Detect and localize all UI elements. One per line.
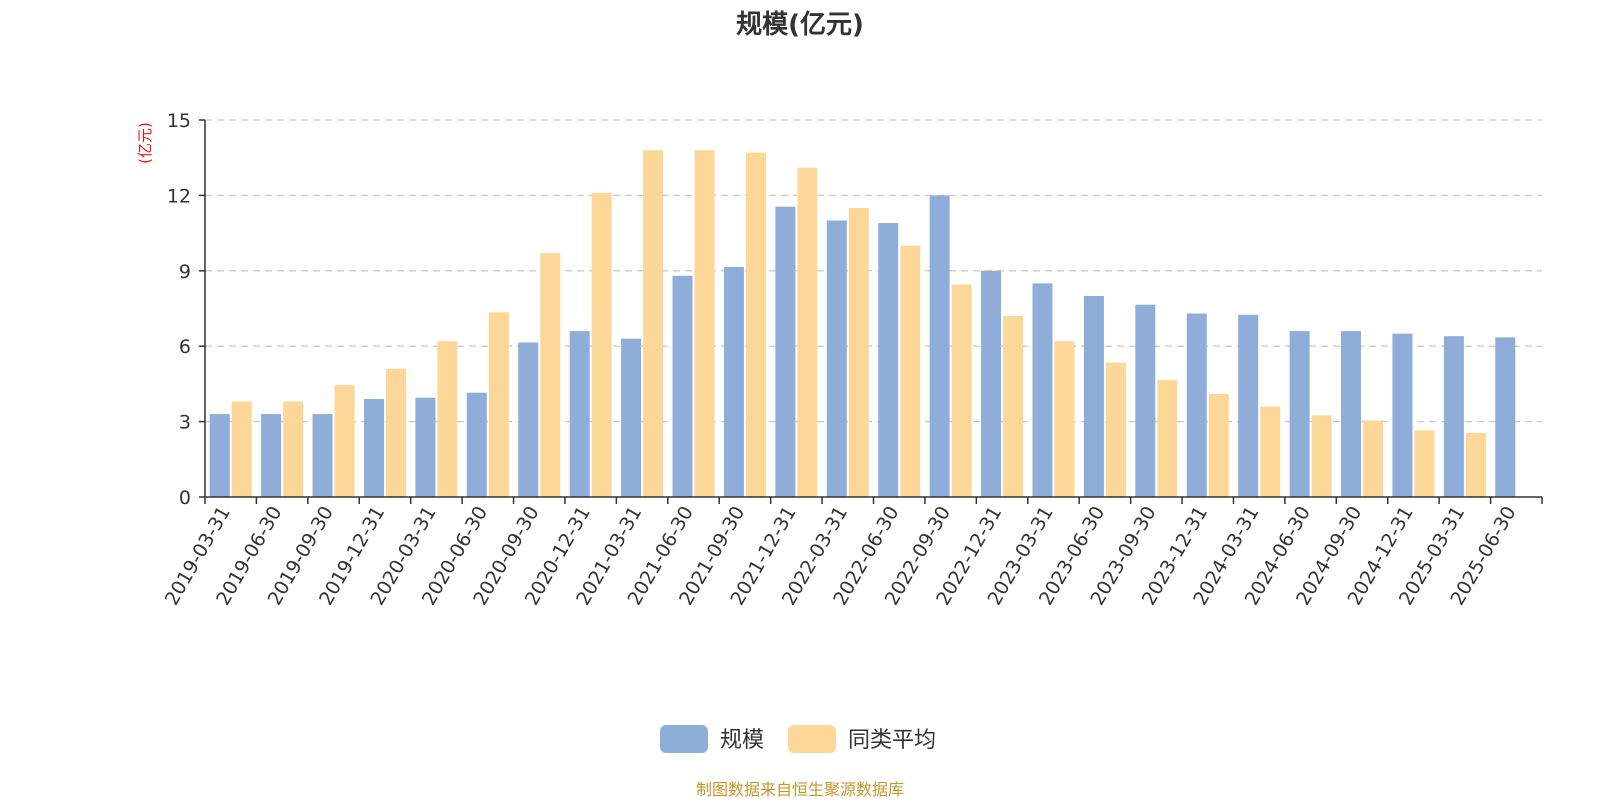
bar-scale (209, 414, 230, 497)
bar-peer-average (1260, 406, 1281, 497)
bar-peer-average (848, 207, 869, 497)
bar-peer-average (797, 167, 818, 497)
bar-peer-average (1465, 432, 1486, 497)
bar-scale (672, 275, 693, 497)
legend-label-scale: 规模 (720, 728, 764, 753)
bar-scale (1495, 337, 1516, 497)
legend: 规模 同类平均 (660, 725, 936, 753)
bar-scale (569, 331, 590, 497)
bar-peer-average (231, 401, 252, 497)
y-tick-label: 9 (179, 261, 191, 283)
bar-scale (1186, 313, 1207, 497)
bar-scale (775, 206, 796, 497)
legend-swatch-peer-average (788, 725, 836, 753)
bar-scale (363, 398, 384, 497)
bar-peer-average (1157, 380, 1178, 497)
bar-scale (261, 414, 282, 497)
bar-peer-average (437, 341, 458, 497)
data-source-note: 制图数据来自恒生聚源数据库 (695, 780, 904, 799)
bar-peer-average (951, 284, 972, 497)
bar-scale (1083, 295, 1104, 497)
bar-peer-average (1363, 420, 1384, 497)
bar-peer-average (385, 368, 406, 497)
bar-peer-average (283, 401, 304, 497)
bar-peer-average (1054, 341, 1075, 497)
bar-peer-average (694, 150, 715, 497)
bar-scale (312, 414, 333, 497)
bar-scale (466, 392, 487, 497)
bar-scale (1443, 336, 1464, 497)
bar-scale (878, 223, 899, 497)
y-tick-label: 15 (167, 110, 191, 132)
bar-scale (1238, 314, 1259, 497)
bar-scale (1392, 333, 1413, 497)
chart-title: 规模(亿元) (736, 10, 864, 40)
bar-scale (1341, 331, 1362, 497)
bar-scale (981, 270, 1002, 497)
y-tick-label: 0 (179, 487, 191, 509)
bar-peer-average (1105, 362, 1126, 497)
y-tick-label: 3 (179, 412, 191, 434)
y-tick-label: 12 (167, 185, 191, 207)
bar-scale (723, 267, 744, 497)
bar-scale (621, 338, 642, 497)
bar-peer-average (334, 385, 355, 497)
bar-scale (826, 220, 847, 498)
bar-peer-average (1003, 316, 1024, 497)
bar-peer-average (643, 150, 664, 497)
bar-peer-average (900, 245, 921, 497)
legend-swatch-scale (660, 725, 708, 753)
bar-peer-average (591, 192, 612, 498)
legend-label-peer-average: 同类平均 (848, 728, 936, 753)
bar-scale (1289, 331, 1310, 497)
y-axis-label: (亿元) (136, 122, 154, 164)
bar-peer-average (1414, 430, 1435, 497)
bars (209, 150, 1516, 498)
bar-peer-average (540, 253, 561, 497)
bar-scale (415, 397, 436, 497)
bar-scale (1032, 283, 1053, 497)
y-tick-label: 6 (179, 336, 191, 358)
bar-scale (518, 342, 539, 497)
bar-peer-average (745, 152, 766, 497)
bar-scale (929, 195, 950, 497)
bar-peer-average (1208, 393, 1229, 497)
bar-peer-average (1311, 415, 1332, 497)
bar-peer-average (488, 312, 509, 497)
bar-scale (1135, 304, 1156, 497)
